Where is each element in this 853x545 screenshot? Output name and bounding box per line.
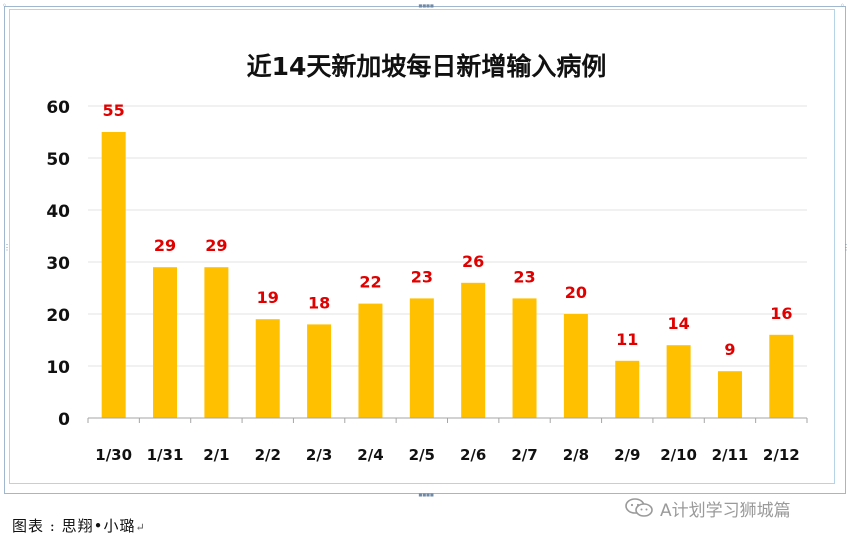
- data-label: 18: [308, 293, 330, 312]
- bar: [307, 324, 332, 418]
- resize-handle-right[interactable]: ⋮: [842, 243, 850, 252]
- data-label: 23: [411, 267, 433, 286]
- wechat-icon: [625, 498, 653, 517]
- data-label: 23: [513, 267, 535, 286]
- bar: [666, 345, 691, 418]
- y-tick-label: 60: [46, 98, 70, 118]
- gridlines: [88, 105, 807, 367]
- x-tick-labels: 1/30 1/31 2/1 2/2 2/3 2/4 2/5 2/6 2/7 2/8 2/9 2/10 2…: [95, 446, 799, 464]
- watermark: A计划学习狮城篇: [624, 498, 791, 521]
- x-axis: [87, 417, 808, 423]
- bars: [101, 132, 794, 418]
- bar: [358, 303, 383, 418]
- x-tick-label: 2/3: [306, 446, 332, 464]
- x-tick-label: 2/5: [409, 446, 435, 464]
- x-tick-label: 2/9: [614, 446, 640, 464]
- x-tick-label: 2/4: [357, 446, 383, 464]
- data-label: 29: [154, 236, 176, 255]
- x-tick-label: 2/10: [660, 446, 697, 464]
- bar: [717, 371, 742, 418]
- bar: [255, 319, 280, 418]
- bar: [204, 267, 229, 418]
- chart-title: 近14天新加坡每日新增输入病例: [246, 52, 607, 81]
- bar: [101, 132, 126, 418]
- x-tick-label: 2/12: [763, 446, 800, 464]
- bar: [461, 282, 486, 418]
- figure-caption: 图表 : 思翔•小璐↵: [12, 515, 146, 536]
- data-label: 22: [359, 273, 381, 292]
- resize-handle-corner-tr[interactable]: ◦: [840, 1, 845, 10]
- bar: [615, 360, 640, 418]
- y-tick-label: 40: [46, 202, 70, 222]
- y-tick-label: 10: [46, 358, 70, 378]
- data-labels: 55 29 29 19 18 22 23 26 23 20 11 14 9 16: [103, 101, 793, 359]
- data-label: 26: [462, 252, 484, 271]
- y-tick-labels: 0 10 20 30 40 50 60: [46, 98, 70, 430]
- x-tick-label: 2/11: [712, 446, 749, 464]
- chart-frame-outer: [4, 6, 846, 494]
- data-label: 11: [616, 330, 638, 349]
- data-label: 19: [257, 288, 279, 307]
- y-tick-label: 20: [46, 306, 70, 326]
- bar: [769, 334, 794, 418]
- resize-handle-corner-tl[interactable]: ◦: [2, 1, 7, 10]
- resize-handle-left[interactable]: ⋮: [3, 243, 11, 252]
- x-tick-label: 2/6: [460, 446, 486, 464]
- x-tick-label: 2/8: [563, 446, 589, 464]
- bar-chart: 0 10 20 30 40 50 60 55 29 29 19 18 22 23 26 23 20 11 14 9 1…: [46, 98, 808, 464]
- data-label: 29: [205, 236, 227, 255]
- paragraph-mark: ↵: [135, 521, 146, 534]
- data-label: 55: [103, 101, 125, 120]
- data-label: 9: [724, 340, 735, 359]
- bar: [563, 314, 588, 418]
- x-tick-label: 2/7: [511, 446, 537, 464]
- resize-handle-bottom[interactable]: ▪▪▪▪: [418, 490, 434, 499]
- data-label: 16: [770, 304, 792, 323]
- bar: [512, 298, 537, 418]
- bar: [153, 267, 178, 418]
- x-tick-label: 2/2: [255, 446, 281, 464]
- bar: [409, 298, 434, 418]
- data-label: 20: [565, 283, 587, 302]
- y-tick-label: 30: [46, 254, 70, 274]
- y-tick-label: 0: [58, 410, 70, 430]
- watermark-text: A计划学习狮城篇: [660, 500, 791, 521]
- x-tick-label: 1/31: [147, 446, 184, 464]
- y-tick-label: 50: [46, 150, 70, 170]
- x-tick-label: 1/30: [95, 446, 132, 464]
- x-tick-label: 2/1: [203, 446, 229, 464]
- resize-handle-top[interactable]: ▪▪▪▪: [418, 1, 434, 10]
- data-label: 14: [667, 314, 689, 333]
- caption-text: 图表 : 思翔•小璐: [12, 517, 136, 535]
